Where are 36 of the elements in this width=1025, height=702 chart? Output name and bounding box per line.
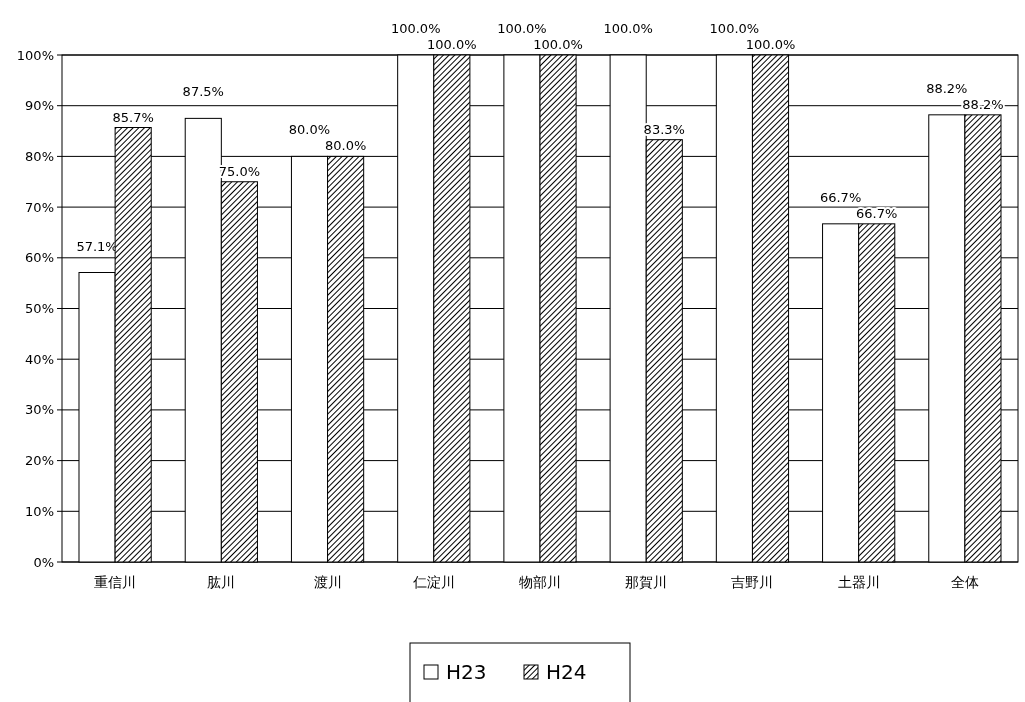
x-tick-label: 吉野川 [731, 574, 774, 590]
data-label: 85.7% [112, 109, 154, 125]
x-tick-label: 那賀川 [625, 574, 668, 590]
legend-label: H24 [546, 660, 587, 684]
data-label: 66.7% [819, 189, 862, 205]
data-label: 100.0% [427, 37, 477, 52]
y-tick-label: 40% [25, 351, 54, 367]
y-tick-label: 10% [25, 503, 54, 519]
data-label: 66.7% [856, 205, 898, 221]
data-label: 100.0% [603, 21, 653, 36]
y-tick-label: 70% [25, 199, 54, 215]
x-tick-label: 重信川 [94, 574, 137, 590]
data-label: 88.2% [926, 80, 968, 96]
legend-label: H23 [446, 660, 487, 684]
x-tick-label: 土器川 [837, 574, 880, 590]
y-tick-label: 20% [25, 453, 54, 469]
y-tick-label: 90% [25, 98, 54, 114]
y-tick-label: 80% [25, 148, 54, 164]
data-label: 80.0% [324, 138, 367, 154]
x-tick-label: 全体 [950, 574, 979, 590]
y-tick-label: 60% [25, 250, 54, 266]
x-tick-label: 渡川 [313, 574, 342, 590]
data-label: 100.0% [745, 37, 796, 52]
y-tick-label: 0% [33, 554, 54, 570]
data-label: 80.0% [288, 122, 331, 138]
y-tick-label: 50% [25, 301, 54, 317]
x-tick-label: 肱川 [207, 574, 236, 590]
x-tick-label: 仁淀川 [411, 574, 455, 590]
y-tick-label: 100% [16, 47, 54, 63]
data-label: 100.0% [497, 21, 547, 36]
y-tick-label: 30% [25, 402, 54, 418]
data-label: 87.5% [182, 84, 224, 100]
data-label: 100.0% [390, 21, 441, 36]
data-label: 100.0% [533, 37, 583, 52]
data-label: 100.0% [709, 21, 760, 36]
x-tick-label: 物部川 [519, 574, 561, 590]
